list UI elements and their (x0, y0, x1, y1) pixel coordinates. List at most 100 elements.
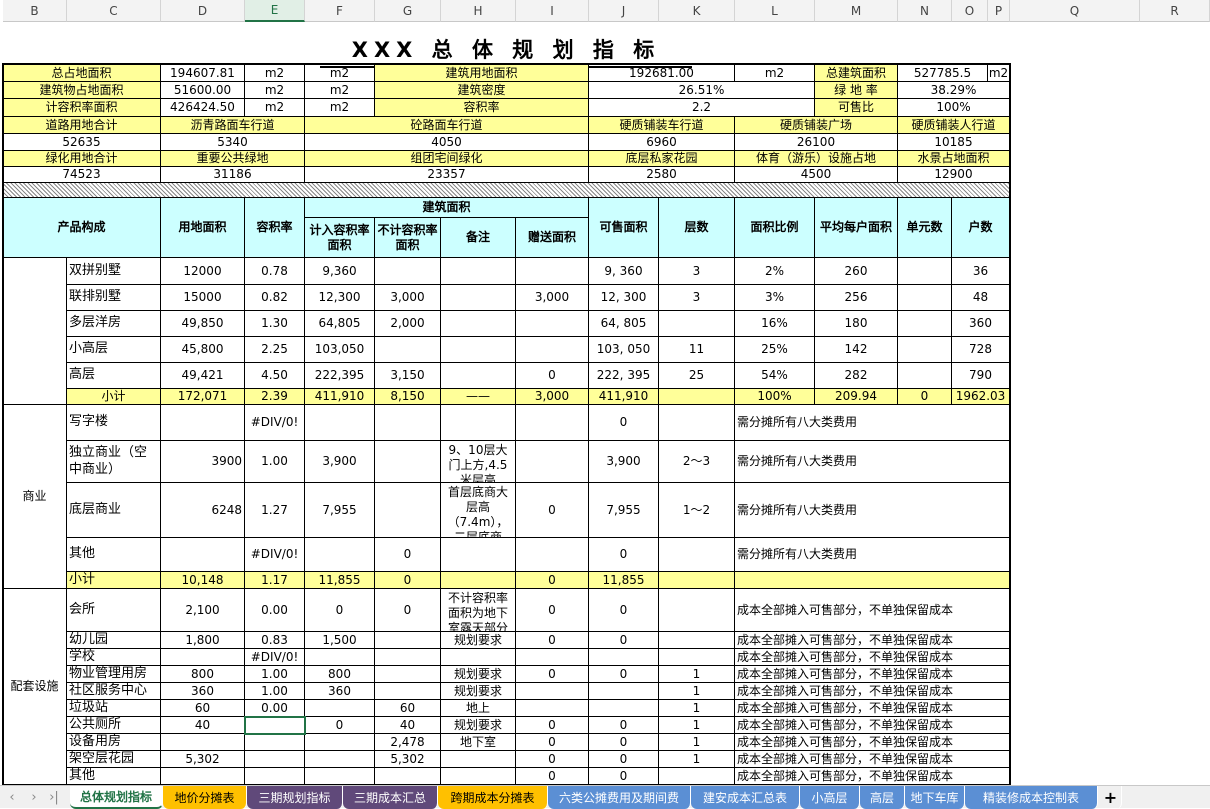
sheet-tab[interactable]: 地价分摊表 (163, 786, 247, 809)
table-cell[interactable] (305, 734, 375, 751)
table-cell[interactable]: 256 (815, 285, 898, 311)
table-cell[interactable]: 12, 300 (589, 285, 659, 311)
table-cell[interactable] (441, 405, 516, 441)
table-cell[interactable] (516, 311, 589, 337)
table-cell[interactable] (898, 363, 952, 389)
summary-value[interactable]: m2 (245, 82, 305, 99)
table-cell[interactable]: 0 (516, 363, 589, 389)
column-header-n[interactable]: N (898, 0, 952, 22)
table-cell[interactable] (516, 441, 589, 483)
table-cell[interactable] (305, 768, 375, 785)
summary-value[interactable]: 6960 (589, 134, 735, 151)
row-name[interactable]: 公共厕所 (67, 717, 161, 734)
table-cell[interactable]: 成本全部摊入可售部分，不单独保留成本 (735, 717, 1010, 734)
table-cell[interactable]: 3,900 (305, 441, 375, 483)
row-name[interactable]: 独立商业（空中商业） (67, 441, 161, 483)
table-cell[interactable]: 0 (589, 768, 659, 785)
subtotal-cell[interactable]: —— (441, 389, 516, 405)
row-name[interactable]: 底层商业 (67, 483, 161, 538)
table-cell[interactable]: 282 (815, 363, 898, 389)
table-cell[interactable]: 规划要求 (441, 666, 516, 683)
table-cell[interactable]: 15000 (161, 285, 245, 311)
column-header-c[interactable]: C (67, 0, 161, 22)
table-cell[interactable]: 1,800 (161, 632, 245, 649)
table-cell[interactable]: 1 (659, 683, 735, 700)
header-saleable-area[interactable]: 可售面积 (589, 198, 659, 258)
summary-label[interactable]: 道路用地合计 (3, 117, 161, 134)
table-cell[interactable]: 1 (659, 666, 735, 683)
summary-label[interactable]: 绿化用地合计 (3, 151, 161, 167)
table-cell[interactable]: 45,800 (161, 337, 245, 363)
table-cell[interactable]: 0 (305, 717, 375, 734)
row-name[interactable]: 小高层 (67, 337, 161, 363)
summary-label[interactable]: 砼路面车行道 (305, 117, 589, 134)
sheet-tab[interactable]: 跨期成本分摊表 (438, 786, 548, 809)
table-cell[interactable]: 4.50 (245, 363, 305, 389)
table-cell[interactable] (245, 751, 305, 768)
table-cell[interactable]: 0 (589, 589, 659, 632)
table-cell[interactable] (245, 717, 305, 734)
table-cell[interactable]: 0.82 (245, 285, 305, 311)
table-cell[interactable] (589, 649, 659, 666)
table-cell[interactable]: 1 (659, 734, 735, 751)
table-cell[interactable]: 40 (375, 717, 441, 734)
table-cell[interactable]: 成本全部摊入可售部分，不单独保留成本 (735, 700, 1010, 717)
summary-value[interactable]: m2 (735, 65, 815, 82)
summary-value[interactable]: 192681.00 (589, 65, 735, 82)
column-header-e[interactable]: E (245, 0, 305, 22)
table-cell[interactable]: 0 (589, 632, 659, 649)
table-cell[interactable]: 3% (735, 285, 815, 311)
table-cell[interactable]: 0.83 (245, 632, 305, 649)
subtotal-cell[interactable]: 0 (898, 389, 952, 405)
table-cell[interactable]: 0 (516, 768, 589, 785)
summary-value[interactable]: 4500 (735, 167, 898, 183)
table-cell[interactable] (161, 768, 245, 785)
summary-value[interactable]: 194607.81 (161, 65, 245, 82)
summary-label[interactable]: 计容积率面积 (3, 99, 161, 117)
table-cell[interactable] (441, 337, 516, 363)
sheet-tab[interactable]: 地下车库 (905, 786, 965, 809)
header-floors[interactable]: 层数 (659, 198, 735, 258)
summary-value[interactable]: 23357 (305, 167, 589, 183)
table-cell[interactable]: 1.00 (245, 441, 305, 483)
table-cell[interactable]: 9、10层大门上方,4.5米层高 (441, 441, 516, 483)
summary-value[interactable]: 52635 (3, 134, 161, 151)
table-cell[interactable]: 地上 (441, 700, 516, 717)
header-households[interactable]: 户数 (952, 198, 1010, 258)
table-cell[interactable]: 成本全部摊入可售部分，不单独保留成本 (735, 734, 1010, 751)
table-cell[interactable]: 成本全部摊入可售部分，不单独保留成本 (735, 632, 1010, 649)
table-cell[interactable]: 800 (305, 666, 375, 683)
table-cell[interactable] (659, 311, 735, 337)
table-cell[interactable]: 3900 (161, 441, 245, 483)
table-cell[interactable]: 40 (161, 717, 245, 734)
table-cell[interactable]: 16% (735, 311, 815, 337)
table-cell[interactable]: 222,395 (305, 363, 375, 389)
row-name[interactable]: 垃圾站 (67, 700, 161, 717)
summary-value[interactable]: m2 (305, 99, 375, 117)
table-cell[interactable] (375, 483, 441, 538)
table-cell[interactable] (375, 632, 441, 649)
header-building-area[interactable]: 建筑面积 (305, 198, 589, 218)
header-gift-area[interactable]: 赠送面积 (516, 218, 589, 258)
sheet-tab[interactable]: 六类公摊费用及期间费 (548, 786, 691, 809)
table-cell[interactable] (898, 337, 952, 363)
sheet-tab[interactable]: 三期成本汇总 (343, 786, 438, 809)
table-cell[interactable]: 需分摊所有八大类费用 (735, 538, 1010, 572)
table-cell[interactable] (516, 683, 589, 700)
table-cell[interactable] (161, 649, 245, 666)
table-cell[interactable]: 2,000 (375, 311, 441, 337)
summary-value[interactable]: m2 (305, 82, 375, 99)
table-cell[interactable]: 64,805 (305, 311, 375, 337)
table-cell[interactable]: 0 (516, 589, 589, 632)
sheet-tab[interactable]: 三期规划指标 (247, 786, 343, 809)
table-cell[interactable]: 728 (952, 337, 1010, 363)
subtotal-cell[interactable]: 11,855 (305, 572, 375, 589)
subtotal-cell[interactable] (441, 572, 516, 589)
table-cell[interactable]: 2% (735, 258, 815, 285)
summary-label[interactable]: 硬质铺装车行道 (589, 117, 735, 134)
table-cell[interactable]: 1,500 (305, 632, 375, 649)
table-cell[interactable] (516, 258, 589, 285)
table-cell[interactable] (659, 768, 735, 785)
table-cell[interactable]: 9, 360 (589, 258, 659, 285)
table-cell[interactable]: 3,150 (375, 363, 441, 389)
